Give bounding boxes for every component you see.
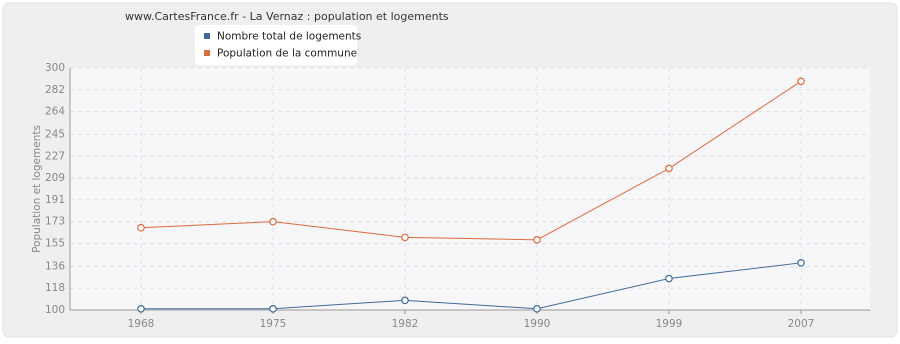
legend-label: Population de la commune (217, 48, 357, 60)
y-tick-label: 100 (45, 304, 65, 316)
point (533, 236, 541, 244)
plot-area (70, 68, 870, 310)
point (137, 304, 145, 313)
y-tick-label: 191 (45, 194, 65, 206)
y-axis-label: Population et logements (31, 125, 43, 253)
point (269, 304, 277, 313)
y-tick-label: 118 (45, 282, 65, 294)
x-tick-label: 1982 (392, 318, 419, 330)
point (665, 164, 673, 173)
point (401, 296, 409, 305)
series-line (140, 80, 802, 241)
x-tick-label: 2007 (788, 318, 815, 330)
point (797, 77, 805, 86)
point (269, 217, 277, 226)
point (665, 274, 673, 283)
series-line (141, 262, 802, 310)
chart-title: www.CartesFrance.fr - La Vernaz : popula… (125, 10, 449, 23)
point (137, 223, 145, 232)
legend-label: Nombre total de logements (217, 31, 361, 43)
legend (195, 25, 357, 65)
x-tick-label: 1999 (656, 318, 683, 330)
y-tick-label: 264 (45, 106, 65, 118)
x-tick-label: 1975 (260, 318, 287, 330)
y-tick-label: 136 (45, 260, 65, 272)
y-tick-label: 155 (45, 237, 65, 249)
point (401, 233, 409, 242)
y-tick-label: 300 (45, 62, 65, 74)
legend-swatch (204, 33, 210, 39)
legend-swatch (204, 50, 210, 56)
y-tick-label: 282 (45, 84, 65, 96)
point (533, 304, 541, 313)
y-tick-label: 227 (45, 150, 65, 162)
y-tick-label: 245 (45, 129, 65, 141)
y-tick-label: 209 (45, 172, 65, 184)
point (797, 259, 805, 267)
x-tick-label: 1968 (128, 318, 155, 330)
y-tick-label: 173 (45, 216, 65, 228)
x-tick-label: 1990 (524, 318, 551, 330)
